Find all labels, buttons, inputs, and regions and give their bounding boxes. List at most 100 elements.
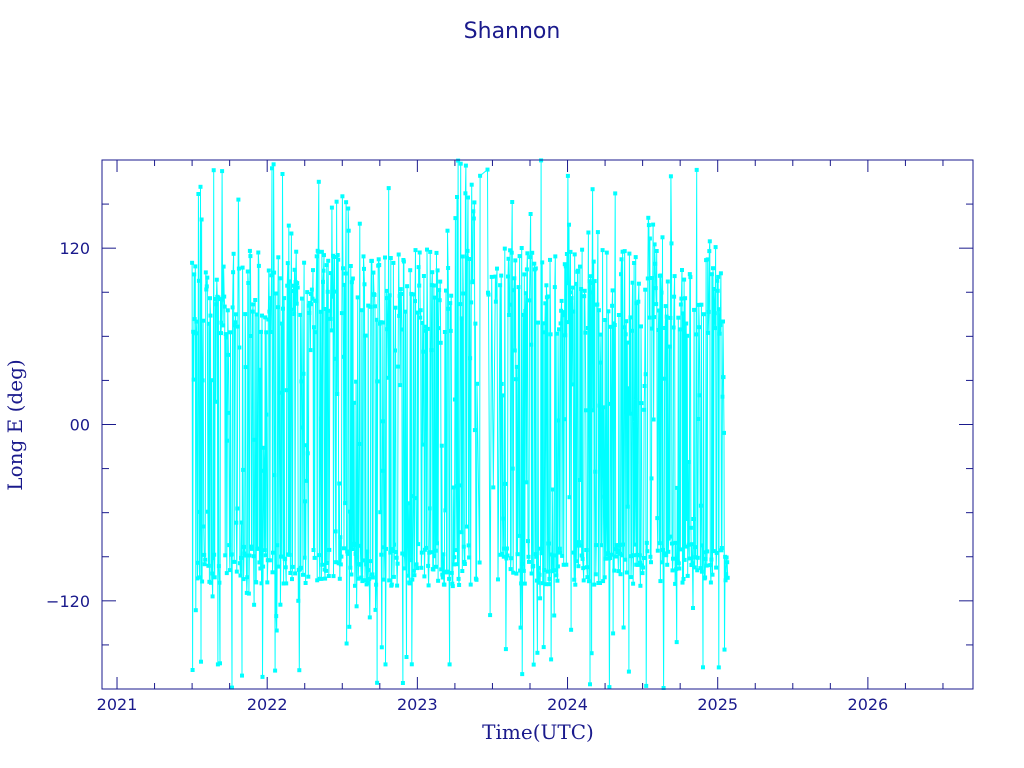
data-point	[268, 330, 273, 334]
data-point	[635, 552, 640, 557]
data-point	[304, 478, 309, 483]
data-point	[582, 294, 587, 299]
data-point	[693, 545, 698, 550]
data-point	[538, 546, 543, 551]
data-point	[633, 255, 638, 260]
data-point	[343, 501, 348, 506]
data-point	[312, 555, 317, 560]
data-point	[558, 321, 563, 326]
data-point	[524, 267, 529, 272]
data-point	[616, 569, 621, 574]
data-point	[565, 173, 570, 178]
data-point	[449, 293, 454, 298]
data-point	[223, 332, 228, 337]
data-point	[518, 568, 523, 573]
data-point	[247, 248, 252, 253]
data-point	[564, 252, 569, 256]
data-point	[696, 302, 701, 307]
data-point	[710, 572, 715, 577]
data-point	[218, 297, 223, 302]
data-point	[545, 294, 550, 299]
data-point	[624, 319, 629, 324]
data-point	[718, 323, 723, 328]
data-point	[416, 542, 421, 547]
data-point	[639, 401, 644, 406]
data-point	[311, 548, 316, 552]
data-point	[267, 558, 272, 563]
data-point	[523, 291, 528, 296]
data-point	[586, 579, 591, 584]
data-point	[262, 468, 267, 473]
data-point	[386, 375, 391, 380]
data-point	[313, 330, 318, 335]
data-point	[437, 288, 442, 293]
data-point	[450, 584, 455, 589]
data-point	[208, 313, 213, 318]
data-point	[534, 578, 539, 583]
data-point	[205, 509, 210, 514]
data-point	[664, 553, 669, 558]
data-point	[591, 408, 596, 413]
data-point	[329, 328, 334, 333]
data-point	[206, 321, 211, 326]
data-point	[632, 542, 637, 547]
data-point	[493, 299, 498, 304]
data-point	[633, 486, 638, 491]
data-point	[379, 552, 384, 557]
data-point	[540, 260, 545, 265]
data-point	[577, 543, 582, 548]
data-point	[312, 325, 316, 330]
data-point	[212, 575, 217, 580]
data-point	[558, 550, 562, 555]
data-point	[355, 295, 360, 300]
data-point	[687, 272, 692, 277]
data-point	[264, 330, 269, 335]
data-point	[555, 564, 560, 569]
data-point	[287, 552, 292, 557]
data-point	[222, 304, 227, 309]
data-point	[536, 580, 541, 585]
data-point	[439, 443, 444, 448]
data-point	[562, 417, 567, 422]
data-point	[472, 428, 477, 433]
data-point	[219, 331, 223, 336]
data-point	[275, 305, 280, 310]
data-point	[446, 266, 451, 270]
data-point	[200, 378, 205, 383]
data-point	[410, 494, 415, 499]
data-point	[613, 191, 618, 196]
data-point	[698, 503, 703, 508]
data-point	[244, 553, 249, 558]
data-point	[298, 565, 303, 570]
data-point	[290, 577, 294, 582]
data-point	[501, 554, 506, 559]
data-point	[716, 274, 721, 279]
data-point	[383, 255, 387, 260]
data-point	[583, 408, 588, 413]
data-point	[349, 280, 354, 285]
data-point	[279, 321, 284, 326]
data-point	[604, 521, 609, 526]
data-point	[584, 565, 589, 570]
data-point	[519, 581, 524, 586]
data-point	[353, 583, 357, 588]
data-point	[721, 375, 726, 380]
data-point	[370, 575, 375, 580]
data-point	[251, 302, 256, 307]
data-point	[620, 553, 624, 558]
data-point	[309, 302, 314, 307]
data-point	[443, 508, 448, 513]
data-point	[546, 541, 551, 546]
data-point	[394, 555, 399, 560]
data-point	[509, 250, 514, 255]
data-point	[589, 290, 593, 295]
data-point	[321, 268, 326, 273]
data-point	[451, 562, 456, 567]
data-point	[370, 572, 375, 577]
data-point	[674, 640, 679, 645]
data-point	[605, 551, 610, 556]
data-point	[322, 253, 326, 258]
data-point	[229, 552, 234, 557]
data-point	[554, 573, 559, 578]
data-point	[241, 467, 246, 472]
